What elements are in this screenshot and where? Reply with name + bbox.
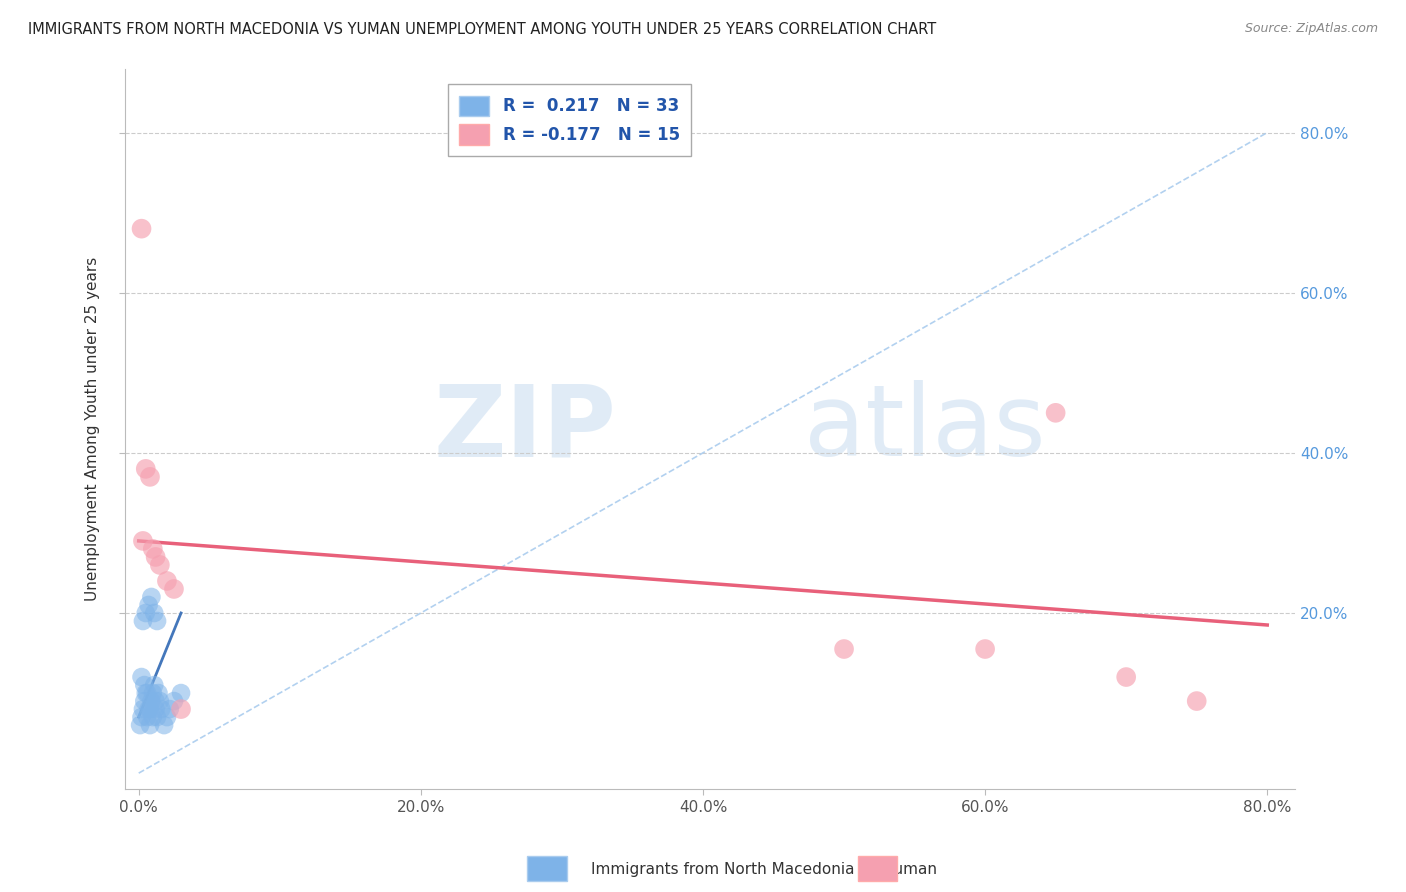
Point — [132, 533, 155, 548]
Point — [142, 686, 165, 700]
Point — [156, 710, 179, 724]
Point — [1185, 694, 1208, 708]
Point — [1045, 406, 1067, 420]
Point — [134, 694, 156, 708]
Text: ZIP: ZIP — [433, 380, 616, 477]
Text: Yuman: Yuman — [886, 863, 936, 877]
Point — [142, 541, 165, 556]
Point — [146, 710, 169, 724]
Point — [132, 614, 155, 628]
Point — [170, 702, 193, 716]
Point — [143, 678, 166, 692]
Point — [163, 582, 186, 596]
Text: atlas: atlas — [804, 380, 1045, 477]
Point — [139, 718, 162, 732]
Point — [150, 702, 173, 716]
Point — [135, 462, 157, 476]
Point — [145, 694, 167, 708]
Point — [138, 702, 160, 716]
Point — [142, 710, 165, 724]
Point — [145, 702, 167, 716]
Point — [131, 670, 153, 684]
Point — [170, 686, 193, 700]
Point — [146, 614, 169, 628]
Point — [132, 702, 155, 716]
Point — [148, 686, 170, 700]
Point — [149, 558, 172, 572]
Point — [163, 694, 186, 708]
Point — [832, 642, 855, 657]
Y-axis label: Unemployment Among Youth under 25 years: Unemployment Among Youth under 25 years — [86, 257, 100, 601]
Point — [134, 678, 156, 692]
Point — [141, 694, 163, 708]
Text: Source: ZipAtlas.com: Source: ZipAtlas.com — [1244, 22, 1378, 36]
Point — [138, 598, 160, 612]
Text: IMMIGRANTS FROM NORTH MACEDONIA VS YUMAN UNEMPLOYMENT AMONG YOUTH UNDER 25 YEARS: IMMIGRANTS FROM NORTH MACEDONIA VS YUMAN… — [28, 22, 936, 37]
Text: Immigrants from North Macedonia: Immigrants from North Macedonia — [591, 863, 853, 877]
Point — [131, 221, 153, 235]
Point — [145, 549, 167, 564]
Point — [149, 694, 172, 708]
Point — [153, 718, 176, 732]
Legend: R =  0.217   N = 33, R = -0.177   N = 15: R = 0.217 N = 33, R = -0.177 N = 15 — [447, 84, 692, 156]
Point — [139, 470, 162, 484]
Point — [141, 590, 163, 604]
Point — [131, 710, 153, 724]
Point — [135, 606, 157, 620]
Point — [136, 686, 159, 700]
Point — [139, 702, 162, 716]
Point — [974, 642, 997, 657]
Point — [156, 574, 179, 588]
Point — [129, 718, 152, 732]
Point — [143, 606, 166, 620]
Point — [1115, 670, 1137, 684]
Point — [159, 702, 181, 716]
Point — [136, 710, 159, 724]
Point — [135, 686, 157, 700]
